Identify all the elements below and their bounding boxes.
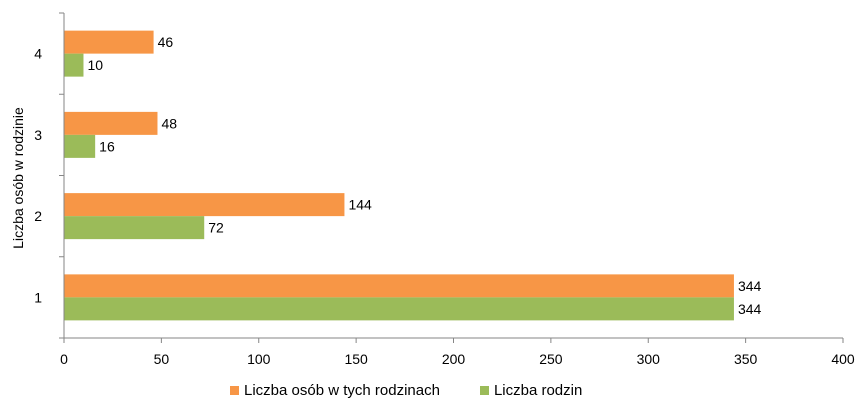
y-tick-label-2: 2 [34, 208, 42, 224]
x-tick-label-0: 0 [60, 351, 68, 367]
x-tick-label-50: 50 [154, 351, 170, 367]
x-tick-label-100: 100 [247, 351, 271, 367]
data-label-persons-1: 344 [738, 278, 762, 294]
data-label-persons-4: 46 [158, 34, 174, 50]
bar-families-1 [64, 297, 734, 321]
y-tick-label-4: 4 [34, 46, 42, 62]
x-tick-label-400: 400 [831, 351, 855, 367]
legend-label-families: Liczba rodzin [493, 382, 583, 399]
bar-persons-2 [64, 193, 345, 217]
x-tick-label-150: 150 [344, 351, 368, 367]
data-label-families-4: 10 [87, 57, 103, 73]
data-label-persons-3: 48 [161, 115, 177, 131]
bar-persons-4 [64, 30, 154, 54]
x-tick-label-250: 250 [539, 351, 563, 367]
bar-families-4 [64, 53, 84, 77]
data-label-families-2: 72 [208, 220, 224, 236]
y-axis-label: Liczba osób w rodzinie [10, 107, 26, 249]
legend: Liczba osób w tych rodzinach Liczba rodz… [230, 382, 582, 399]
legend-item-persons: Liczba osób w tych rodzinach [230, 382, 440, 399]
legend-label-persons: Liczba osób w tych rodzinach [244, 382, 440, 399]
bar-families-2 [64, 216, 205, 240]
legend-swatch-families [479, 386, 489, 395]
data-label-persons-2: 144 [348, 197, 372, 213]
bar-persons-1 [64, 274, 734, 298]
data-label-families-1: 344 [738, 301, 762, 317]
legend-item-families: Liczba rodzin [479, 382, 583, 399]
y-tick-label-1: 1 [34, 289, 42, 305]
x-tick-label-300: 300 [637, 351, 661, 367]
x-tick-label-200: 200 [442, 351, 466, 367]
bars-group: 344 344 144 72 48 16 46 10 [64, 30, 762, 321]
bar-persons-3 [64, 111, 158, 135]
axes-group: 1 2 3 4 0 50 100 150 200 250 300 350 400 [34, 12, 855, 367]
bar-families-3 [64, 134, 96, 158]
y-tick-label-3: 3 [34, 127, 42, 143]
x-tick-label-350: 350 [734, 351, 758, 367]
data-label-families-3: 16 [99, 138, 115, 154]
legend-swatch-persons [230, 386, 239, 395]
